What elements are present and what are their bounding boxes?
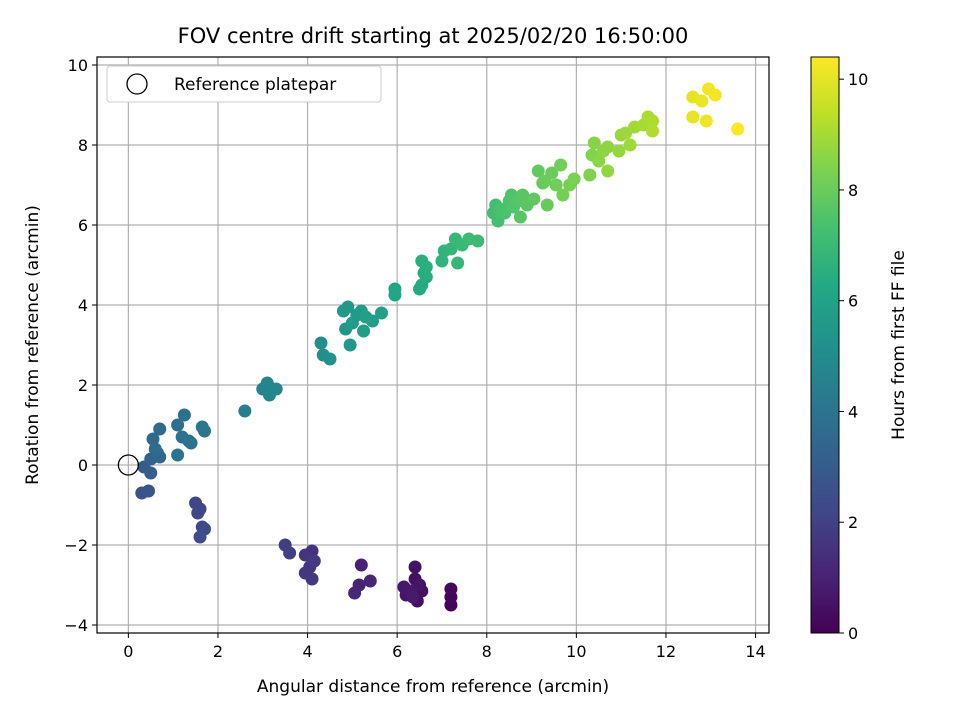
colorbar-tick-label: 4: [848, 402, 858, 421]
scatter-chart: FOV centre drift starting at 2025/02/20 …: [0, 0, 960, 720]
colorbar-tick-label: 6: [848, 292, 858, 311]
data-point: [308, 555, 321, 568]
data-point: [700, 115, 713, 128]
x-tick-label: 14: [745, 642, 765, 661]
data-point: [541, 199, 554, 212]
data-point: [624, 139, 637, 152]
data-point: [191, 507, 204, 520]
data-point: [315, 337, 328, 350]
data-point: [471, 235, 484, 248]
data-point: [709, 89, 722, 102]
y-tick-label: 6: [78, 216, 88, 235]
data-point: [420, 261, 433, 274]
grid-lines: [97, 57, 769, 633]
data-point: [444, 583, 457, 596]
data-point: [409, 561, 422, 574]
y-tick-label: 2: [78, 376, 88, 395]
data-point: [406, 591, 419, 604]
legend: Reference platepar: [107, 66, 381, 102]
x-axis-ticks: 0 2 4 6 8 10 12 14: [123, 633, 765, 661]
data-point: [182, 435, 195, 448]
data-point: [568, 173, 581, 186]
data-point: [344, 339, 357, 352]
data-point: [194, 531, 207, 544]
data-point: [375, 307, 388, 320]
data-point: [364, 575, 377, 588]
data-point: [359, 311, 372, 324]
y-tick-label: −2: [64, 536, 88, 555]
data-point: [283, 547, 296, 560]
x-tick-label: 6: [392, 642, 402, 661]
data-point: [144, 467, 157, 480]
colorbar-tick-label: 10: [848, 70, 868, 89]
colorbar-tick-label: 0: [848, 624, 858, 643]
chart-title: FOV centre drift starting at 2025/02/20 …: [178, 24, 689, 48]
data-point: [646, 125, 659, 138]
data-point: [527, 193, 540, 206]
data-point: [612, 145, 625, 158]
data-point: [355, 559, 368, 572]
data-point: [149, 443, 162, 456]
data-point: [323, 353, 336, 366]
x-axis-label: Angular distance from reference (arcmin): [257, 677, 609, 697]
x-tick-label: 12: [656, 642, 676, 661]
y-axis-ticks: −4 −2 0 2 4 6 8 10: [64, 56, 97, 635]
data-point: [554, 159, 567, 172]
data-point: [686, 111, 699, 124]
data-point: [731, 123, 744, 136]
y-tick-label: 10: [68, 56, 88, 75]
y-tick-label: 4: [78, 296, 88, 315]
data-point: [514, 211, 527, 224]
colorbar-tick-label: 8: [848, 181, 858, 200]
data-point: [238, 405, 251, 418]
x-tick-label: 0: [123, 642, 133, 661]
colorbar-ticks: 0 2 4 6 8 10: [839, 70, 868, 643]
plot-frame: [97, 57, 769, 633]
colorbar-label: Hours from first FF file: [889, 250, 909, 440]
data-point: [451, 257, 464, 270]
data-point: [178, 409, 191, 422]
x-tick-label: 10: [566, 642, 586, 661]
y-tick-label: 8: [78, 136, 88, 155]
data-point: [198, 425, 211, 438]
data-point: [357, 325, 370, 338]
data-points: [135, 83, 744, 612]
data-point: [153, 423, 166, 436]
y-axis-label: Rotation from reference (arcmin): [23, 205, 43, 485]
x-tick-label: 4: [302, 642, 312, 661]
y-tick-label: 0: [78, 456, 88, 475]
data-point: [388, 289, 401, 302]
data-point: [270, 383, 283, 396]
data-point: [346, 317, 359, 330]
data-point: [142, 485, 155, 498]
legend-entry-reference: Reference platepar: [174, 75, 336, 95]
data-point: [583, 169, 596, 182]
data-point: [171, 449, 184, 462]
colorbar-tick-label: 2: [848, 513, 858, 532]
y-tick-label: −4: [64, 616, 88, 635]
data-point: [306, 573, 319, 586]
data-point: [695, 95, 708, 108]
x-tick-label: 2: [213, 642, 223, 661]
data-point: [348, 587, 361, 600]
colorbar: [811, 57, 839, 633]
x-tick-label: 8: [482, 642, 492, 661]
data-point: [601, 165, 614, 178]
data-point: [601, 141, 614, 154]
